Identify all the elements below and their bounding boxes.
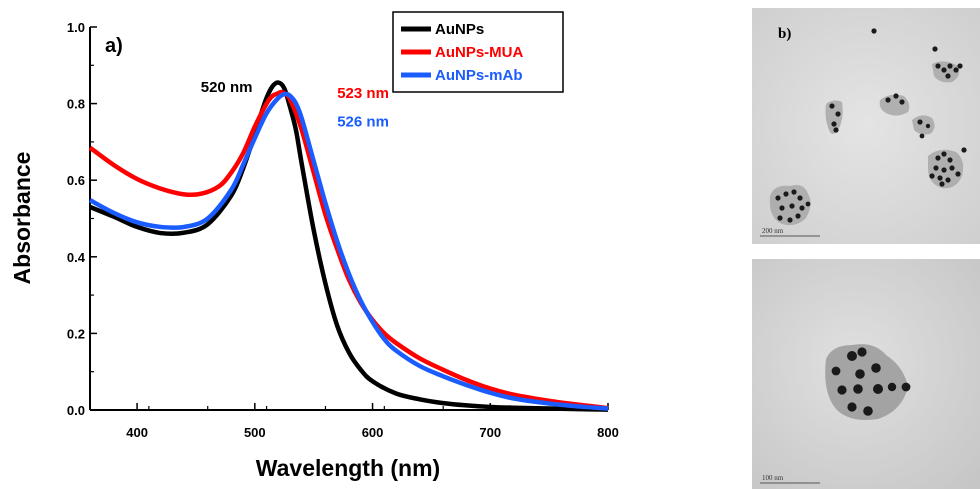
y-tick-label: 0.8 (67, 97, 85, 112)
y-tick-label: 0.6 (67, 173, 85, 188)
legend-label: AuNPs-MUA (435, 44, 523, 61)
peak-label: 526 nm (337, 114, 389, 131)
plot-axes: 0.0 0.2 0.4 0.6 0.8 1.0 400 500 600 700 800 (67, 20, 619, 440)
x-tick-label: 500 (244, 425, 266, 440)
nanoparticles-bottom (831, 347, 911, 416)
series-line-aunps-mua (88, 89, 609, 411)
y-tick-label: 0.2 (67, 326, 85, 341)
tem-image-top: 200 nm b) (752, 8, 980, 244)
peak-label: 520 nm (201, 79, 253, 96)
panel-label-a: a) (105, 35, 123, 57)
x-tick-label: 800 (597, 425, 619, 440)
peak-annotations: 520 nm 523 nm 526 nm (201, 79, 389, 130)
nanoparticles-top (775, 28, 967, 223)
legend-label: AuNPs-mAb (435, 67, 523, 84)
x-tick-label: 700 (479, 425, 501, 440)
y-tick-label: 0.0 (67, 403, 85, 418)
series-line-aunps-mab (88, 91, 609, 411)
x-tick-label: 600 (362, 425, 384, 440)
scale-label-bottom: 100 nm (762, 474, 784, 482)
panel-label-b: b) (778, 26, 791, 42)
y-axis-title: Absorbance (9, 152, 35, 285)
x-tick-label: 400 (126, 425, 148, 440)
legend-label: AuNPs (435, 21, 484, 38)
y-tick-label: 1.0 (67, 20, 85, 35)
legend: AuNPs AuNPs-MUA AuNPs-mAb (392, 11, 564, 93)
series-line-aunps (89, 80, 609, 412)
scale-label-top: 200 nm (762, 227, 784, 235)
peak-label: 523 nm (337, 85, 389, 102)
tem-image-bottom: 100 nm (752, 259, 980, 489)
series-layer (88, 80, 609, 412)
x-axis-title: Wavelength (nm) (256, 455, 440, 481)
y-tick-label: 0.4 (67, 250, 86, 265)
